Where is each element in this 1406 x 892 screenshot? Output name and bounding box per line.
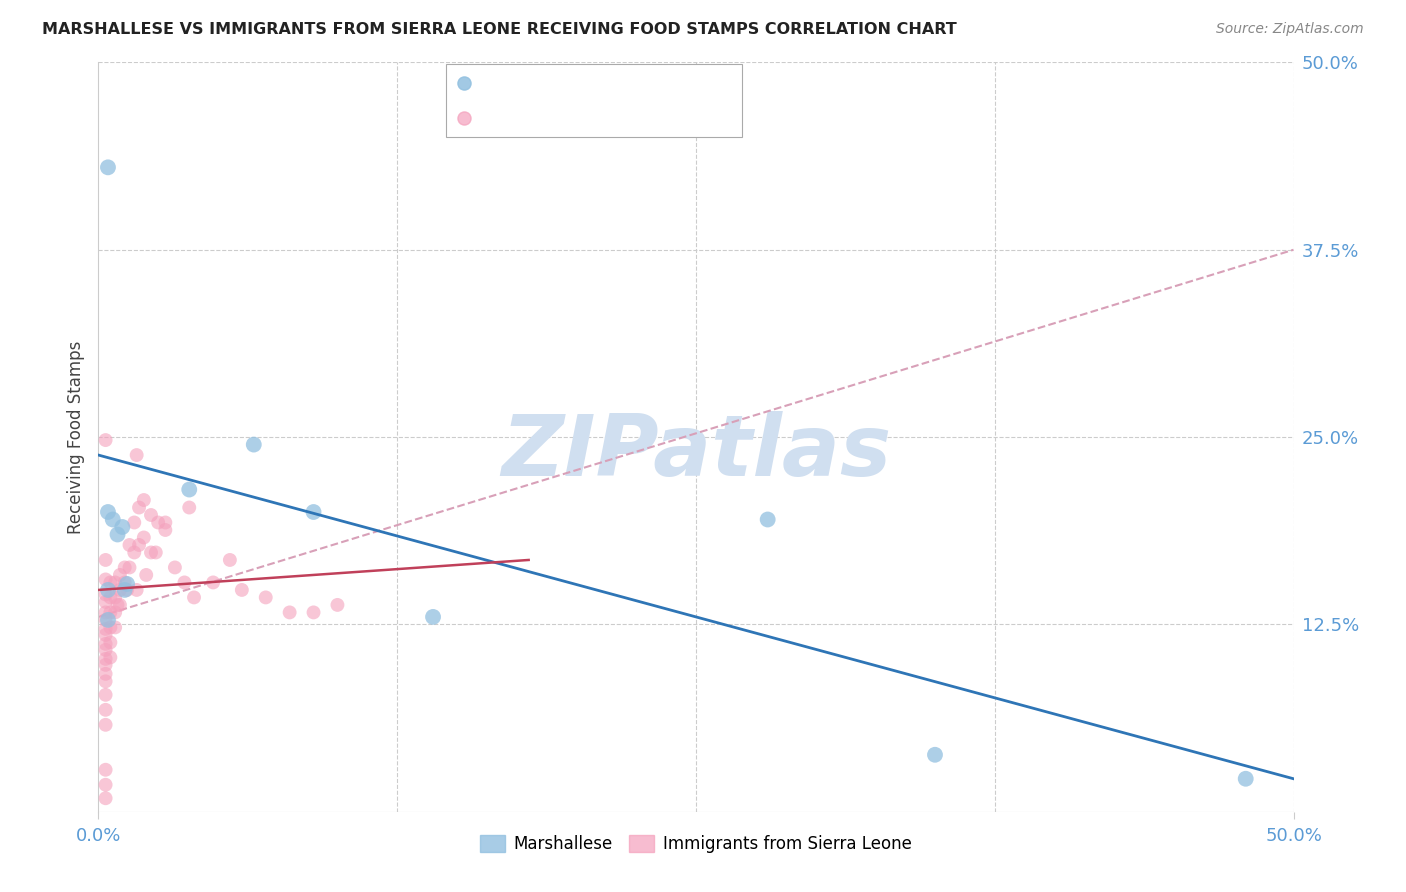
- Point: [94, 674, 117, 689]
- Point: [101, 512, 124, 526]
- Point: [148, 516, 170, 530]
- Point: [98, 575, 122, 590]
- Point: [94, 778, 117, 792]
- Point: [104, 620, 127, 634]
- Point: [202, 575, 225, 590]
- Point: [94, 657, 117, 672]
- Point: [94, 643, 117, 657]
- Point: [179, 483, 201, 497]
- Text: R =  0.120: R = 0.120: [485, 111, 576, 125]
- Point: [98, 650, 122, 665]
- Point: [118, 538, 141, 552]
- Point: [302, 606, 325, 620]
- Text: R = -0.463: R = -0.463: [485, 76, 576, 90]
- Point: [94, 637, 117, 651]
- Point: [94, 573, 117, 587]
- Point: [114, 582, 136, 597]
- Point: [94, 791, 117, 805]
- Point: [124, 516, 146, 530]
- Point: [94, 703, 117, 717]
- Point: [94, 718, 117, 732]
- Point: [124, 545, 146, 559]
- Point: [173, 575, 195, 590]
- Point: [179, 500, 201, 515]
- Text: N = 16: N = 16: [630, 76, 685, 90]
- Point: [98, 635, 122, 649]
- Point: [94, 763, 117, 777]
- Point: [302, 505, 325, 519]
- Point: [108, 568, 131, 582]
- FancyBboxPatch shape: [446, 64, 742, 136]
- Point: [145, 545, 167, 559]
- Point: [115, 582, 138, 597]
- Point: [118, 560, 141, 574]
- Point: [104, 591, 127, 605]
- Point: [104, 606, 127, 620]
- Point: [278, 606, 301, 620]
- Point: [94, 688, 117, 702]
- Point: [132, 493, 155, 508]
- Point: [107, 527, 129, 541]
- Point: [98, 591, 122, 605]
- Point: [128, 500, 150, 515]
- Point: [94, 628, 117, 642]
- Point: [94, 587, 117, 601]
- Point: [104, 575, 127, 590]
- Point: [94, 613, 117, 627]
- Point: [94, 553, 117, 567]
- Point: [183, 591, 205, 605]
- Point: [94, 652, 117, 666]
- Text: N = 66: N = 66: [630, 111, 685, 125]
- Point: [254, 591, 277, 605]
- Point: [125, 448, 148, 462]
- Point: [135, 568, 157, 582]
- Point: [97, 582, 120, 597]
- Point: [108, 598, 131, 612]
- Point: [756, 512, 779, 526]
- Point: [243, 437, 266, 451]
- Point: [97, 505, 120, 519]
- Point: [132, 531, 155, 545]
- Point: [422, 610, 444, 624]
- Point: [231, 582, 253, 597]
- Point: [125, 582, 148, 597]
- Point: [114, 560, 136, 574]
- Point: [108, 582, 131, 597]
- Point: [163, 560, 186, 574]
- Point: [98, 620, 122, 634]
- Point: [94, 606, 117, 620]
- Point: [94, 433, 117, 447]
- Point: [115, 577, 138, 591]
- Point: [107, 598, 129, 612]
- Y-axis label: Receiving Food Stamps: Receiving Food Stamps: [66, 341, 84, 533]
- Point: [1234, 772, 1257, 786]
- Legend: Marshallese, Immigrants from Sierra Leone: Marshallese, Immigrants from Sierra Leon…: [474, 828, 918, 860]
- Point: [97, 613, 120, 627]
- Point: [94, 666, 117, 681]
- Point: [111, 520, 134, 534]
- Point: [98, 606, 122, 620]
- Point: [139, 508, 162, 522]
- Text: MARSHALLESE VS IMMIGRANTS FROM SIERRA LEONE RECEIVING FOOD STAMPS CORRELATION CH: MARSHALLESE VS IMMIGRANTS FROM SIERRA LE…: [42, 22, 957, 37]
- Point: [326, 598, 349, 612]
- Point: [453, 111, 475, 125]
- Point: [139, 545, 162, 559]
- Point: [97, 161, 120, 175]
- Point: [155, 523, 177, 537]
- Point: [94, 595, 117, 609]
- Text: Source: ZipAtlas.com: Source: ZipAtlas.com: [1216, 22, 1364, 37]
- Point: [924, 747, 946, 762]
- Point: [128, 538, 150, 552]
- Point: [114, 575, 136, 590]
- Point: [94, 622, 117, 636]
- Text: ZIPatlas: ZIPatlas: [501, 410, 891, 493]
- Point: [155, 516, 177, 530]
- Point: [453, 76, 475, 90]
- Point: [219, 553, 242, 567]
